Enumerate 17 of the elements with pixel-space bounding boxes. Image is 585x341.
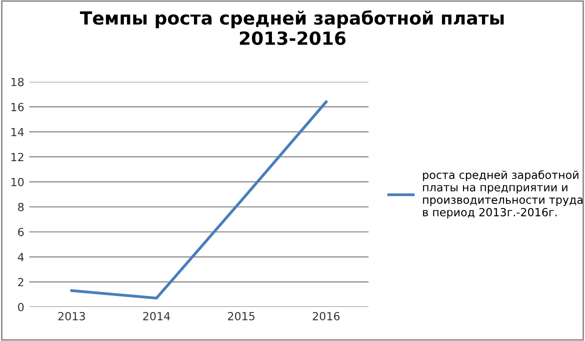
y-tick-label: 12: [11, 152, 24, 162]
x-tick-label: 2014: [143, 312, 170, 320]
y-tick-label: 6: [18, 228, 24, 236]
x-tick-label: 2016: [312, 312, 340, 320]
y-tick-label: 2: [18, 278, 24, 286]
y-tick-label: 16: [11, 102, 24, 112]
x-tick-label: 2015: [228, 312, 254, 320]
legend-label: роста средней заработной платы на предприятии и производительности труда в период 2013г.-2016г.: [423, 170, 582, 219]
y-tick-label: 0: [18, 302, 24, 312]
y-tick-label: 8: [18, 202, 24, 212]
y-tick-label: 18: [11, 78, 24, 86]
x-tick-label: 2013: [58, 312, 85, 320]
y-tick-label: 10: [11, 178, 24, 186]
chart-title: Темпы роста средней заработной платы 2013-2016: [80, 10, 504, 46]
y-tick-label: 14: [11, 128, 24, 136]
line-series: [70, 100, 328, 300]
y-tick-label: 4: [18, 253, 24, 262]
